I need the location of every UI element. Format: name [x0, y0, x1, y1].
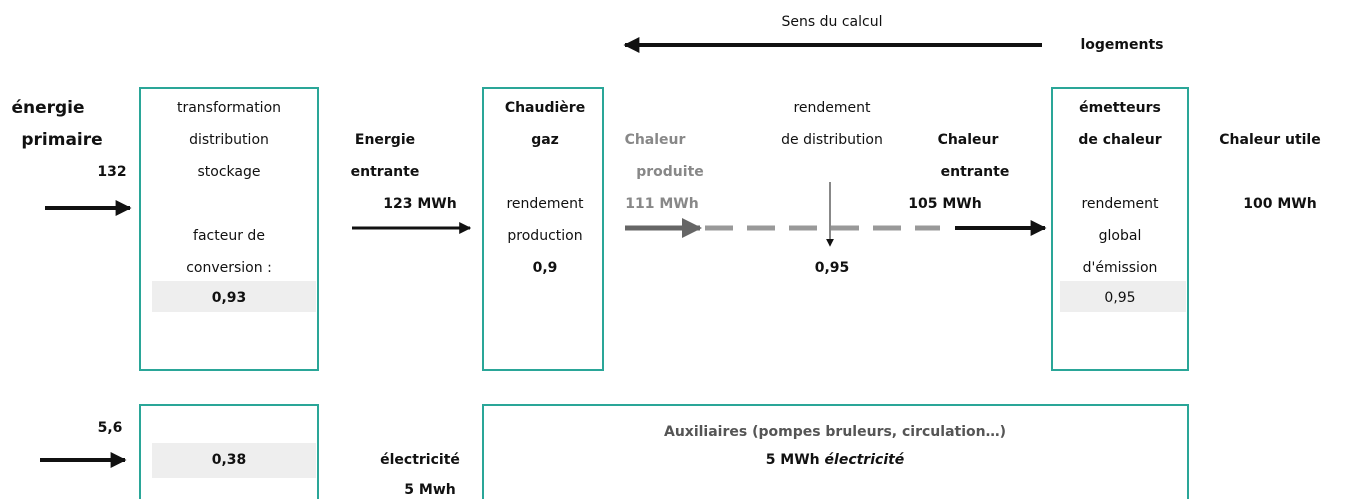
aux-value-text: 5 MWh — [766, 452, 820, 468]
entering-value: 105 MWh — [908, 196, 981, 212]
distribution-factor: 0,95 — [815, 260, 850, 276]
conversion-line: conversion : — [186, 260, 272, 276]
emitters-box — [1051, 87, 1189, 371]
distribution-line: de distribution — [781, 132, 883, 148]
aux-primary: 5,6 — [98, 420, 123, 436]
boiler-line: rendement — [506, 196, 584, 212]
incoming-line: entrante — [351, 164, 420, 180]
factor-shade — [152, 443, 316, 478]
primary-value: 132 — [97, 164, 126, 180]
boiler-title: gaz — [531, 132, 559, 148]
emitters-line: rendement — [1081, 196, 1159, 212]
boiler-title: Chaudière — [505, 100, 585, 116]
emitters-line: global — [1099, 228, 1142, 244]
emitters-factor: 0,95 — [1104, 290, 1135, 306]
distribution-line: rendement — [793, 100, 871, 116]
conversion-factor: 0,93 — [212, 290, 247, 306]
aux-title: Auxiliaires (pompes bruleurs, circulatio… — [664, 424, 1006, 440]
incoming-value: 123 MWh — [383, 196, 456, 212]
aux-box — [482, 404, 1189, 499]
aux-value: 5 MWh électricité — [766, 452, 905, 468]
emitters-title: émetteurs — [1079, 100, 1161, 116]
conversion-line: distribution — [189, 132, 269, 148]
direction-label: Sens du calcul — [782, 14, 883, 30]
conversion-line: transformation — [177, 100, 281, 116]
aux-unit: électricité — [825, 452, 905, 468]
produced-value: 111 MWh — [625, 196, 698, 212]
emitters-title: de chaleur — [1078, 132, 1161, 148]
boiler-box — [482, 87, 604, 371]
boiler-factor: 0,9 — [533, 260, 558, 276]
primary-line: énergie — [11, 98, 84, 118]
emitters-line: d'émission — [1083, 260, 1158, 276]
produced-line: Chaleur — [625, 132, 686, 148]
entering-line: Chaleur — [938, 132, 999, 148]
factor-shade — [1060, 281, 1186, 312]
aux-conversion-box — [139, 404, 319, 499]
aux-electricity: électricité — [380, 452, 460, 468]
conversion-line: facteur de — [193, 228, 265, 244]
factor-shade — [152, 281, 316, 312]
boiler-line: production — [507, 228, 582, 244]
primary-line: primaire — [21, 130, 102, 150]
aux-factor: 0,38 — [212, 452, 247, 468]
direction-end: logements — [1080, 37, 1163, 53]
produced-line: produite — [636, 164, 704, 180]
incoming-line: Energie — [355, 132, 415, 148]
useful-value: 100 MWh — [1243, 196, 1316, 212]
aux-electricity: 5 Mwh — [404, 482, 455, 498]
conversion-box — [139, 87, 319, 371]
useful-label: Chaleur utile — [1219, 132, 1320, 148]
entering-line: entrante — [941, 164, 1010, 180]
conversion-line: stockage — [198, 164, 261, 180]
